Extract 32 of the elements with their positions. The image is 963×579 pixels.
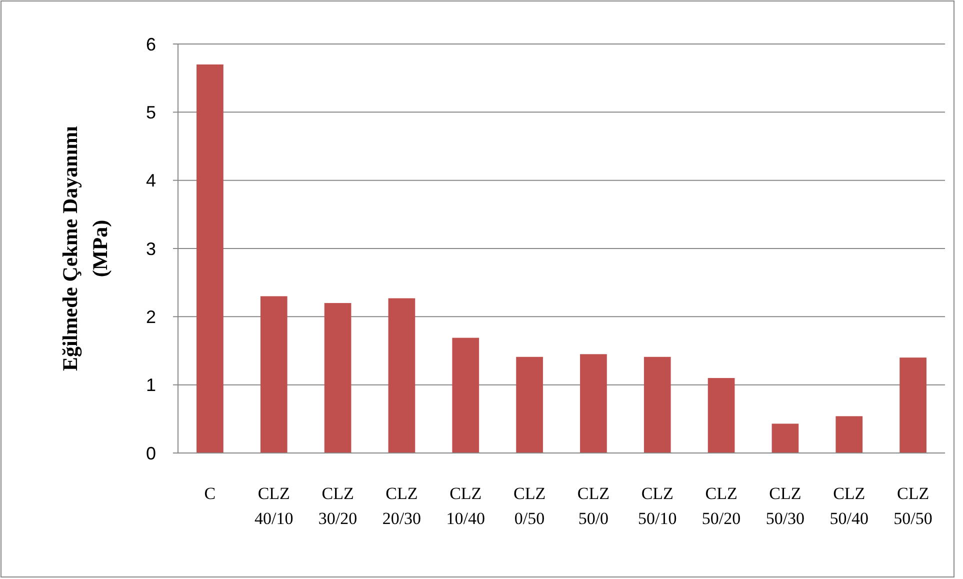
- x-tick-label: CLZ 20/30: [382, 484, 422, 528]
- bar: [772, 424, 799, 453]
- bar: [388, 298, 416, 453]
- x-tick-label: CLZ 50/20: [702, 484, 741, 528]
- bar: [196, 64, 224, 453]
- bar: [900, 358, 926, 453]
- x-tick-label: CLZ 50/30: [766, 484, 805, 528]
- x-tick-label: CLZ 50/0: [577, 484, 610, 528]
- y-tick-label: 1: [146, 375, 156, 396]
- bar: [836, 416, 863, 453]
- y-tick-label: 0: [146, 443, 156, 464]
- bar: [708, 378, 735, 453]
- bar: [452, 338, 480, 453]
- bar: [324, 303, 352, 453]
- y-tick-label: 5: [146, 102, 156, 122]
- bar: [516, 356, 543, 453]
- bar: [644, 356, 671, 453]
- x-tick-label: CLZ 30/20: [318, 484, 358, 528]
- x-tick-label: CLZ 50/40: [830, 484, 868, 528]
- x-tick-label: C: [204, 484, 216, 503]
- x-tick-label: CLZ 50/50: [894, 484, 932, 528]
- x-tick-label: CLZ 0/50: [513, 484, 546, 528]
- y-tick-label: 3: [146, 238, 156, 259]
- bar: [580, 354, 607, 453]
- x-tick-label: CLZ 10/40: [446, 484, 485, 528]
- y-tick-label: 4: [146, 170, 156, 191]
- y-tick-label: 6: [146, 34, 156, 54]
- y-tick-label: 2: [146, 306, 156, 327]
- x-tick-label: CLZ 50/10: [638, 484, 677, 528]
- x-tick-label: CLZ 40/10: [254, 484, 294, 528]
- y-axis-title: Eğilmede Çekme Dayanımı (MPa): [58, 126, 112, 371]
- bar: [260, 296, 288, 453]
